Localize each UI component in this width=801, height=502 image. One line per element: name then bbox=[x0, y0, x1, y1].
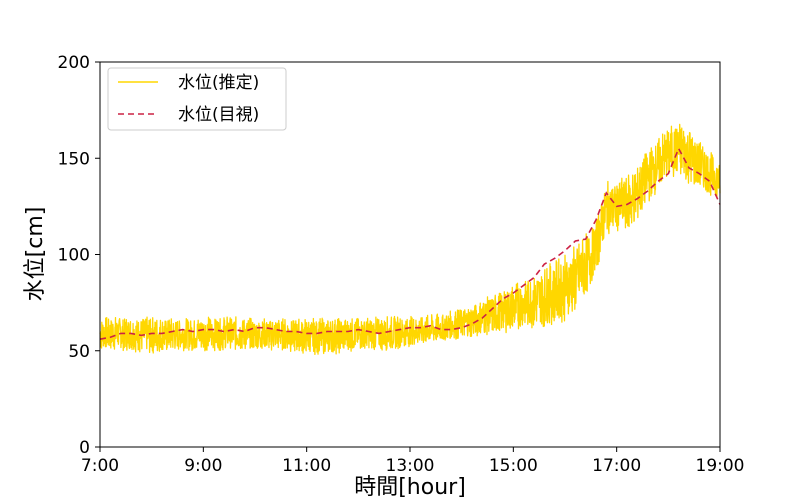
y-tick-label: 50 bbox=[68, 342, 90, 362]
series-layer bbox=[99, 123, 721, 356]
y-tick-label: 100 bbox=[58, 246, 90, 266]
x-tick-label: 17:00 bbox=[592, 456, 641, 476]
x-tick-label: 11:00 bbox=[282, 456, 331, 476]
legend-label-estimated: 水位(推定) bbox=[178, 73, 259, 93]
y-axis-label: 水位[cm] bbox=[23, 207, 48, 302]
x-axis: 7:00 9:00 11:00 13:00 15:00 17:00 19:00 bbox=[81, 447, 745, 476]
x-axis-label: 時間[hour] bbox=[354, 475, 466, 500]
y-tick-label: 0 bbox=[79, 438, 90, 458]
y-tick-label: 200 bbox=[58, 53, 90, 73]
y-tick-label: 150 bbox=[58, 149, 90, 169]
y-axis: 0 50 100 150 200 bbox=[58, 53, 100, 458]
x-tick-label: 15:00 bbox=[489, 456, 538, 476]
x-tick-label: 9:00 bbox=[184, 456, 222, 476]
x-tick-label: 13:00 bbox=[386, 456, 435, 476]
series-estimated-line bbox=[99, 123, 721, 356]
legend-label-observed: 水位(目視) bbox=[178, 105, 259, 125]
x-tick-label: 19:00 bbox=[696, 456, 745, 476]
series-observed-line bbox=[99, 146, 721, 340]
x-tick-label: 7:00 bbox=[81, 456, 119, 476]
legend: 水位(推定) 水位(目視) bbox=[107, 67, 287, 131]
